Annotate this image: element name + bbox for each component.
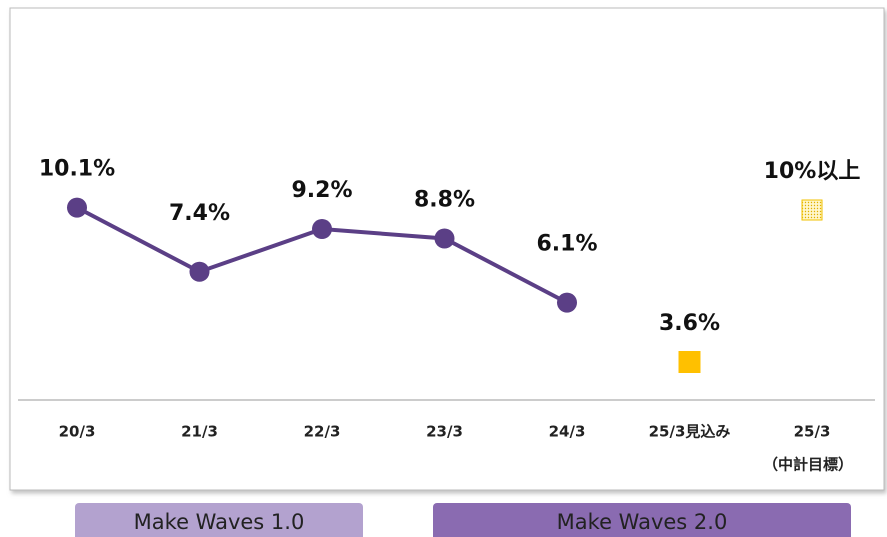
x-tick-label: 23/3: [426, 423, 463, 441]
x-tick-label: 25/3: [794, 423, 831, 441]
phase-box: [433, 503, 851, 537]
point: [557, 292, 577, 313]
data-label: 10.1%: [39, 157, 115, 182]
x-tick-note: （中計目標）: [763, 456, 853, 474]
point: [189, 261, 210, 282]
phase-box: [75, 503, 363, 537]
point: [67, 197, 87, 218]
data-label: 10%以上: [764, 159, 861, 184]
data-label: 8.8%: [414, 188, 475, 213]
point: [434, 228, 455, 249]
x-tick-label: 21/3: [181, 423, 218, 441]
x-tick-label: 24/3: [549, 423, 586, 441]
data-label: 9.2%: [291, 178, 352, 203]
point: [678, 351, 701, 373]
x-tick-label: 20/3: [59, 423, 96, 441]
frame: [9, 7, 885, 491]
x-tick-label: 22/3: [304, 423, 341, 441]
phase-label: Make Waves 1.0: [134, 510, 305, 534]
data-label: 3.6%: [659, 311, 720, 336]
point: [801, 199, 823, 221]
point: [312, 219, 332, 239]
data-label: 6.1%: [536, 232, 597, 257]
x-tick-label: 25/3見込み: [649, 423, 731, 441]
phase-label: Make Waves 2.0: [557, 510, 728, 534]
data-label: 7.4%: [169, 201, 230, 226]
